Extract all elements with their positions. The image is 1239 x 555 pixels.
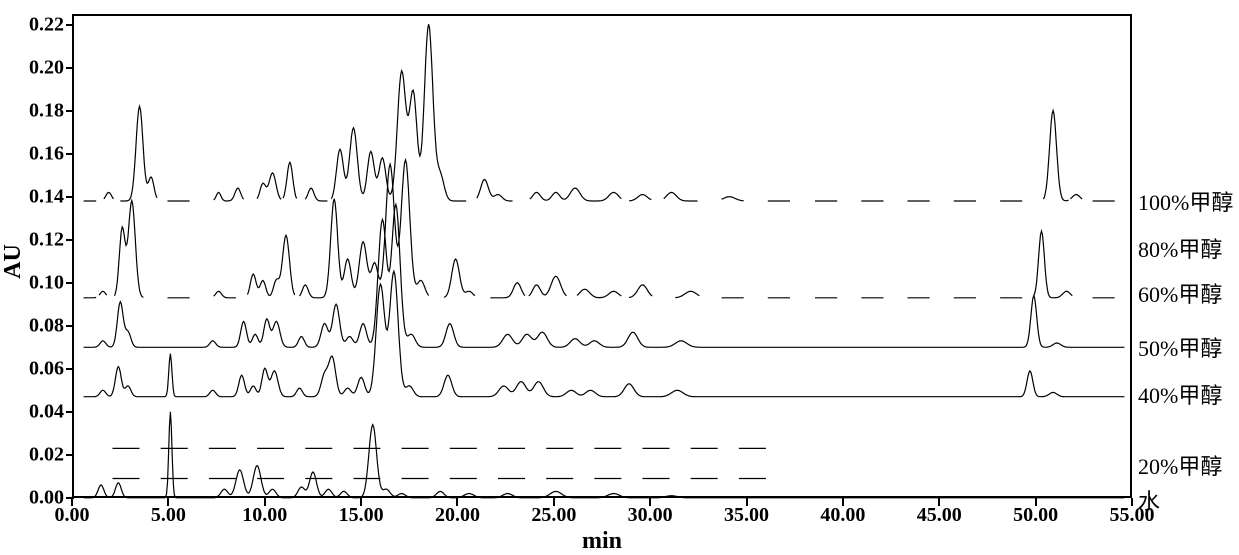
x-tick-label: 15.00	[339, 504, 384, 527]
trace-label-meoh60: 60%甲醇	[1138, 277, 1222, 309]
y-tick-mark	[66, 282, 74, 284]
x-tick-label: 35.00	[724, 504, 769, 527]
chromatogram-trace-meoh100	[84, 24, 1125, 201]
y-tick-mark	[66, 325, 74, 327]
y-tick-label: 0.16	[29, 142, 64, 165]
y-axis-label: AU	[0, 244, 27, 279]
y-tick-mark	[66, 153, 74, 155]
x-tick-label: 20.00	[435, 504, 480, 527]
x-tick-label: 45.00	[917, 504, 962, 527]
chromatogram-trace-meoh60	[84, 205, 1125, 348]
y-tick-label: 0.00	[29, 487, 64, 510]
y-tick-mark	[66, 454, 74, 456]
y-tick-label: 0.04	[29, 400, 64, 423]
trace-label-water: 水	[1138, 484, 1160, 516]
y-tick-label: 0.20	[29, 56, 64, 79]
chromatogram-trace-water	[84, 412, 1125, 498]
y-tick-mark	[66, 497, 74, 499]
plot-frame	[72, 14, 1132, 498]
x-tick-label: 5.00	[151, 504, 186, 527]
chromatogram-trace-meoh80	[84, 160, 1125, 298]
y-tick-label: 0.18	[29, 99, 64, 122]
trace-label-meoh50: 50%甲醇	[1138, 331, 1222, 363]
y-tick-label: 0.10	[29, 271, 64, 294]
x-axis-label: min	[582, 528, 622, 555]
y-tick-label: 0.12	[29, 228, 64, 251]
plot-svg	[74, 16, 1134, 500]
y-tick-mark	[66, 239, 74, 241]
y-tick-mark	[66, 24, 74, 26]
y-tick-label: 0.14	[29, 185, 64, 208]
trace-label-meoh20: 20%甲醇	[1138, 449, 1222, 481]
x-tick-label: 10.00	[242, 504, 287, 527]
y-tick-mark	[66, 67, 74, 69]
x-tick-label: 50.00	[1013, 504, 1058, 527]
trace-label-meoh40: 40%甲醇	[1138, 378, 1222, 410]
y-tick-mark	[66, 368, 74, 370]
trace-label-meoh100: 100%甲醇	[1138, 185, 1233, 217]
y-tick-mark	[66, 411, 74, 413]
y-tick-mark	[66, 110, 74, 112]
y-tick-label: 0.06	[29, 357, 64, 380]
x-tick-label: 30.00	[628, 504, 673, 527]
x-tick-label: 40.00	[820, 504, 865, 527]
y-tick-label: 0.08	[29, 314, 64, 337]
y-tick-label: 0.22	[29, 13, 64, 36]
y-tick-label: 0.02	[29, 443, 64, 466]
y-tick-mark	[66, 196, 74, 198]
x-tick-label: 25.00	[531, 504, 576, 527]
trace-label-meoh80: 80%甲醇	[1138, 232, 1222, 264]
